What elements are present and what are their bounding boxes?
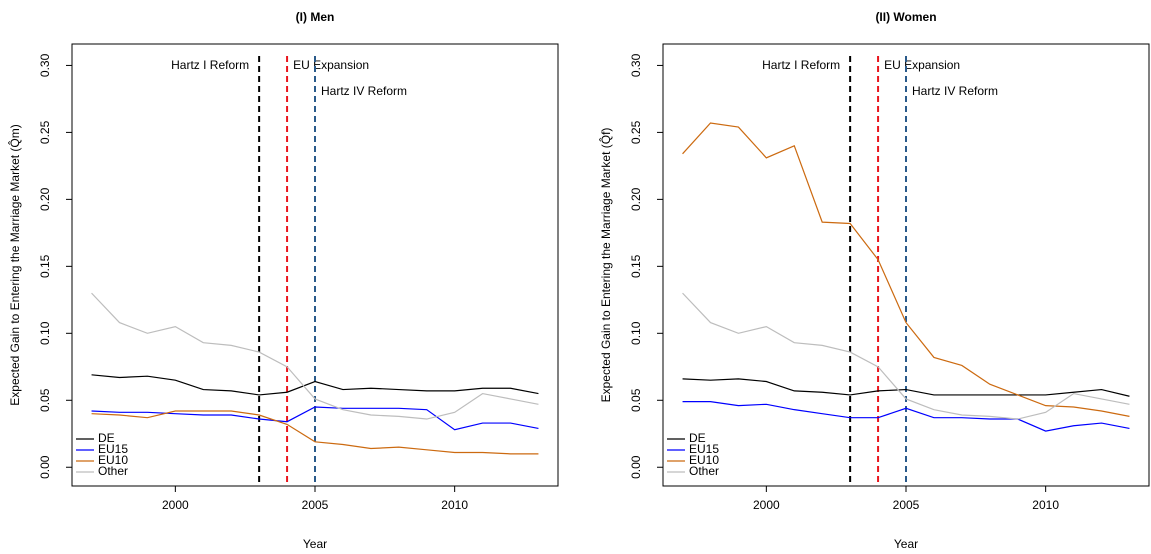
panel: (I) Men Year Expected Gain to Entering the… xyxy=(7,10,559,551)
x-axis-label: Year xyxy=(303,537,327,551)
legend-label: EU10 xyxy=(98,453,128,467)
reform-label: EU Expansion xyxy=(884,58,960,72)
y-tick-label: 0.10 xyxy=(38,321,52,345)
legend-label: DE xyxy=(689,431,706,445)
y-tick-label: 0.05 xyxy=(38,388,52,412)
panel: (II) Women Year Expected Gain to Entering … xyxy=(598,10,1150,551)
reform-label: Hartz I Reform xyxy=(171,58,249,72)
y-axis-label: Expected Gain to Entering the Marriage M… xyxy=(7,124,22,405)
x-tick-label: 2000 xyxy=(753,498,780,512)
legend-label: EU10 xyxy=(689,453,719,467)
x-tick-label: 2010 xyxy=(1032,498,1059,512)
y-tick-label: 0.25 xyxy=(38,120,52,144)
y-tick-label: 0.10 xyxy=(629,321,643,345)
y-axis-label: Expected Gain to Entering the Marriage M… xyxy=(598,128,613,403)
y-tick-label: 0.15 xyxy=(629,254,643,278)
series-line xyxy=(682,378,1130,397)
series-line xyxy=(91,292,539,420)
legend-label: Other xyxy=(98,464,128,478)
series-line xyxy=(682,292,1130,420)
series-line xyxy=(682,401,1130,432)
series-line xyxy=(91,410,539,455)
y-tick-label: 0.25 xyxy=(629,120,643,144)
legend-label: EU15 xyxy=(98,442,128,456)
legend-label: EU15 xyxy=(689,442,719,456)
y-tick-label: 0.00 xyxy=(629,455,643,479)
chart-title: (II) Women xyxy=(875,10,936,24)
x-tick-label: 2005 xyxy=(893,498,920,512)
reform-label: Hartz IV Reform xyxy=(321,84,407,98)
reform-label: EU Expansion xyxy=(293,58,369,72)
y-tick-label: 0.20 xyxy=(38,187,52,211)
chart-title: (I) Men xyxy=(296,10,335,24)
reform-label: Hartz I Reform xyxy=(762,58,840,72)
x-tick-label: 2005 xyxy=(302,498,329,512)
x-axis-label: Year xyxy=(894,537,918,551)
legend-label: Other xyxy=(689,464,719,478)
y-tick-label: 0.30 xyxy=(38,53,52,77)
y-tick-label: 0.20 xyxy=(629,187,643,211)
x-tick-label: 2010 xyxy=(441,498,468,512)
y-tick-label: 0.00 xyxy=(38,455,52,479)
legend-label: DE xyxy=(98,431,115,445)
y-tick-label: 0.15 xyxy=(38,254,52,278)
reform-label: Hartz IV Reform xyxy=(912,84,998,98)
y-tick-label: 0.30 xyxy=(629,53,643,77)
y-tick-label: 0.05 xyxy=(629,388,643,412)
series-line xyxy=(91,374,539,396)
x-tick-label: 2000 xyxy=(162,498,189,512)
